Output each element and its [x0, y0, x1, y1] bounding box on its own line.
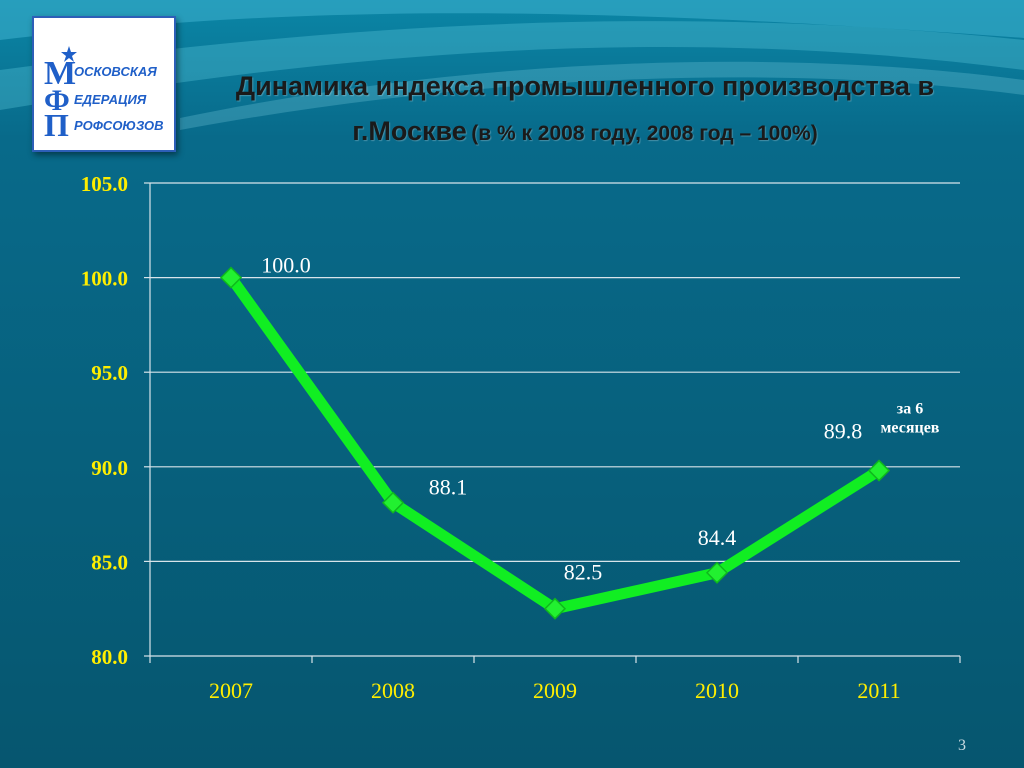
y-tick-label: 90.0	[91, 456, 128, 480]
y-tick-label: 100.0	[81, 267, 128, 291]
logo-line-1: ОСКОВСКАЯ	[74, 64, 157, 79]
annotation-text: месяцев	[881, 420, 940, 437]
annotation-text: за 6	[897, 401, 923, 418]
y-tick-label: 105.0	[81, 172, 128, 196]
y-tick-label: 85.0	[91, 550, 128, 574]
data-point	[381, 491, 405, 514]
data-point	[867, 459, 891, 482]
logo-line-2: ЕДЕРАЦИЯ	[74, 92, 147, 107]
series-line	[225, 272, 885, 615]
x-tick-label: 2009	[533, 678, 577, 703]
star-icon	[61, 46, 77, 62]
data-label: 100.0	[261, 253, 311, 278]
x-tick-label: 2011	[857, 678, 900, 703]
y-tick-label: 80.0	[91, 645, 128, 669]
slide-title: Динамика индекса промышленного производс…	[185, 66, 985, 156]
svg-text:Ф: Ф	[44, 84, 70, 117]
data-label: 89.8	[824, 419, 863, 444]
title-main: Динамика индекса промышленного производс…	[235, 71, 935, 146]
data-point	[543, 597, 567, 620]
page-number: 3	[958, 737, 966, 754]
logo-line-3: РОФСОЮЗОВ	[74, 118, 164, 133]
data-label: 88.1	[429, 475, 468, 500]
union-logo: М Ф П ОСКОВСКАЯ ЕДЕРАЦИЯ РОФСОЮЗОВ	[32, 16, 176, 152]
x-tick-label: 2007	[209, 678, 253, 703]
y-tick-label: 95.0	[91, 361, 128, 385]
svg-text:П: П	[44, 107, 69, 143]
x-tick-label: 2010	[695, 678, 739, 703]
data-point	[705, 561, 729, 584]
data-point	[219, 266, 243, 289]
data-label: 82.5	[564, 560, 603, 585]
x-tick-label: 2008	[371, 678, 415, 703]
data-label: 84.4	[698, 525, 737, 550]
title-subtitle: (в % к 2008 году, 2008 год – 100%)	[471, 122, 818, 145]
svg-text:М: М	[44, 55, 76, 92]
